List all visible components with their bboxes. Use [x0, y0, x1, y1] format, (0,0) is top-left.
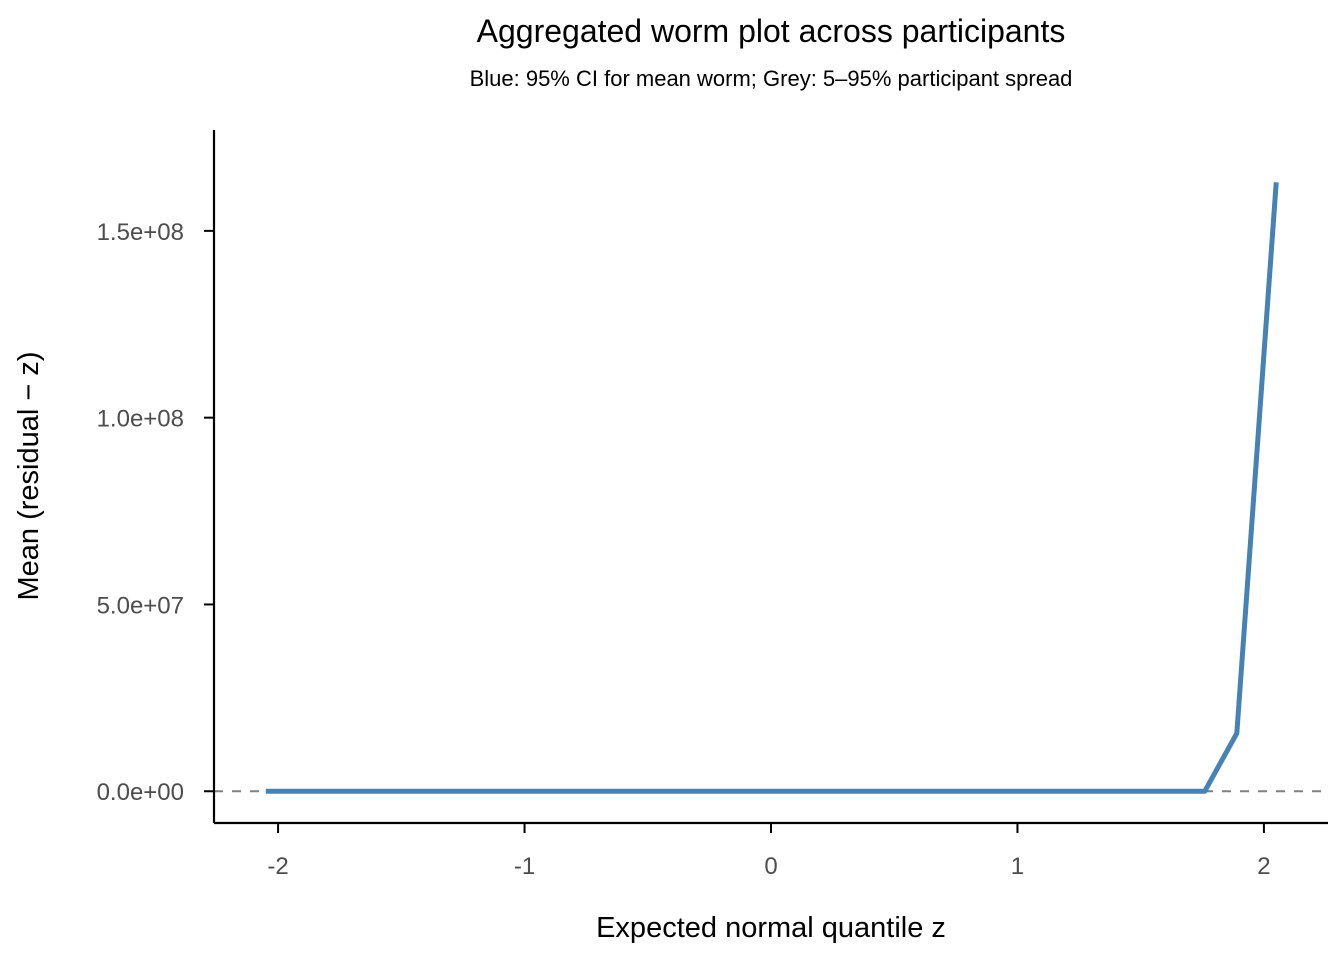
y-tick-label: 5.0e+07: [97, 592, 184, 619]
mean-worm-line: [265, 182, 1279, 794]
y-tick-label: 0.0e+00: [97, 779, 184, 806]
y-tick-label: 1.5e+08: [97, 219, 184, 246]
y-axis-ticks: 0.0e+00 5.0e+07 1.0e+08 1.5e+08: [97, 219, 214, 806]
y-axis-label: Mean (residual − z): [13, 351, 45, 600]
x-tick-label: -1: [514, 853, 535, 880]
chart-title: Aggregated worm plot across participants: [477, 13, 1066, 49]
x-tick-label: 2: [1257, 853, 1270, 880]
x-tick-label: -2: [267, 853, 288, 880]
x-axis-label: Expected normal quantile z: [596, 912, 946, 944]
x-tick-label: 0: [764, 853, 777, 880]
chart-subtitle: Blue: 95% CI for mean worm; Grey: 5–95% …: [470, 66, 1073, 91]
plot-area: [214, 182, 1328, 794]
x-tick-label: 1: [1011, 853, 1024, 880]
x-axis-ticks: -2 -1 0 1 2: [267, 823, 1271, 880]
y-tick-label: 1.0e+08: [97, 406, 184, 433]
